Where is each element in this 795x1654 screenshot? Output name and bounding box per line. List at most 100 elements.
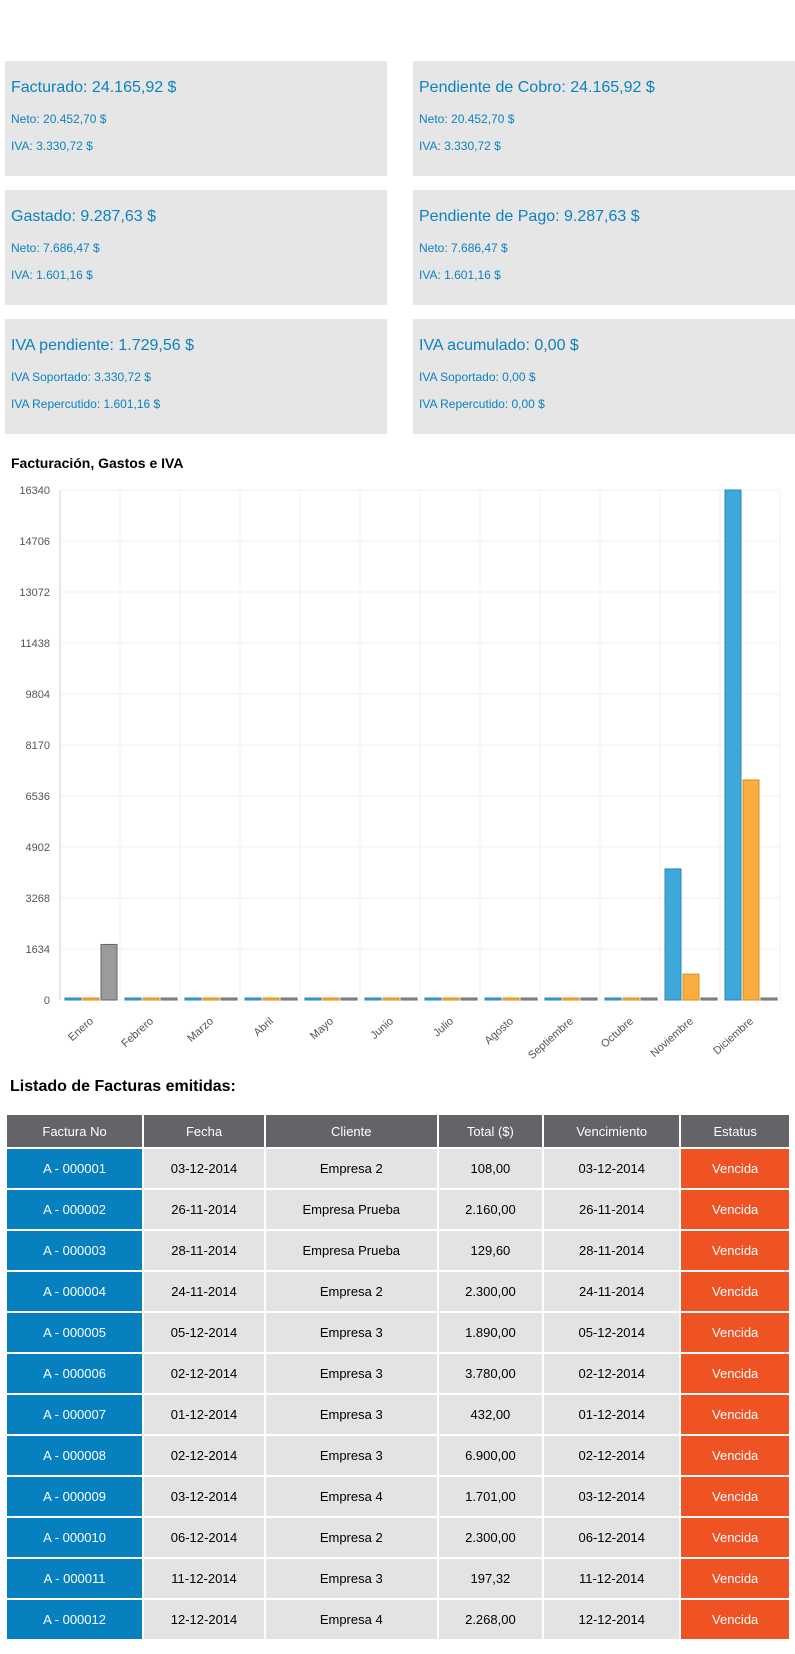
x-tick-label: Abril [252,1015,276,1039]
invoice-number-link[interactable]: A - 000003 [7,1231,143,1270]
invoice-status-badge: Vencida [681,1190,789,1229]
y-tick-label: 4902 [26,842,50,854]
invoice-number-link[interactable]: A - 000007 [7,1395,143,1434]
invoice-client: Empresa 2 [265,1149,437,1188]
column-header-cliente[interactable]: Cliente [265,1115,437,1147]
invoice-client: Empresa 3 [265,1436,437,1475]
summary-card-facturado: Facturado: 24.165,92 $ Neto: 20.452,70 $… [5,61,387,176]
card-iva: IVA: 1.601,16 $ [419,268,501,282]
bar [160,997,178,1001]
column-header-factura-no[interactable]: Factura No [7,1115,143,1147]
card-iva-soportado: IVA Soportado: 3.330,72 $ [11,370,151,384]
x-tick-label: Enero [66,1015,96,1044]
bar [364,997,382,1001]
invoice-number-link[interactable]: A - 000002 [7,1190,143,1229]
invoice-number-link[interactable]: A - 000010 [7,1518,143,1557]
invoice-total: 197,32 [438,1559,543,1598]
card-title: Pendiente de Cobro: 24.165,92 $ [419,79,655,96]
x-tick-label: Marzo [185,1015,216,1044]
invoice-number-link[interactable]: A - 000005 [7,1313,143,1352]
invoice-status-badge: Vencida [681,1231,789,1270]
card-iva: IVA: 3.330,72 $ [419,139,501,153]
y-tick-label: 1634 [26,944,50,956]
invoice-total: 2.300,00 [438,1518,543,1557]
invoice-status-badge: Vencida [681,1600,789,1639]
invoice-total: 1.890,00 [438,1313,543,1352]
x-tick-label: Febrero [119,1015,156,1050]
bar [424,997,442,1001]
table-row[interactable]: A - 000009 03-12-2014 Empresa 4 1.701,00… [7,1477,789,1516]
invoice-date: 02-12-2014 [144,1436,264,1475]
x-tick-label: Junio [368,1015,396,1042]
x-tick-label: Noviembre [648,1015,696,1060]
invoice-client: Empresa 4 [265,1600,437,1639]
column-header-fecha[interactable]: Fecha [144,1115,264,1147]
table-row[interactable]: A - 000002 26-11-2014 Empresa Prueba 2.1… [7,1190,789,1229]
table-row[interactable]: A - 000010 06-12-2014 Empresa 2 2.300,00… [7,1518,789,1557]
y-tick-label: 8170 [26,740,50,752]
x-tick-label: Julio [431,1015,456,1039]
invoice-number-link[interactable]: A - 000011 [7,1559,143,1598]
bar [664,868,682,1001]
bar [244,997,262,1001]
invoice-status-badge: Vencida [681,1395,789,1434]
invoice-number-link[interactable]: A - 000009 [7,1477,143,1516]
invoice-client: Empresa 4 [265,1477,437,1516]
bar [724,489,742,1001]
bar [502,997,520,1001]
table-row[interactable]: A - 000008 02-12-2014 Empresa 3 6.900,00… [7,1436,789,1475]
invoice-client: Empresa 2 [265,1272,437,1311]
invoice-number-link[interactable]: A - 000012 [7,1600,143,1639]
table-row[interactable]: A - 000012 12-12-2014 Empresa 4 2.268,00… [7,1600,789,1639]
y-tick-label: 0 [44,995,50,1007]
invoice-total: 6.900,00 [438,1436,543,1475]
card-neto: Neto: 7.686,47 $ [11,241,100,255]
invoice-due-date: 11-12-2014 [544,1559,680,1598]
invoice-date: 05-12-2014 [144,1313,264,1352]
x-tick-label: Septiembre [526,1015,576,1062]
card-iva-soportado: IVA Soportado: 0,00 $ [419,370,536,384]
bar [700,997,718,1001]
table-row[interactable]: A - 000001 03-12-2014 Empresa 2 108,00 0… [7,1149,789,1188]
bar [400,997,418,1001]
table-row[interactable]: A - 000003 28-11-2014 Empresa Prueba 129… [7,1231,789,1270]
invoice-number-link[interactable]: A - 000001 [7,1149,143,1188]
bar [322,997,340,1001]
column-header-estatus[interactable]: Estatus [681,1115,789,1147]
y-tick-label: 13072 [19,587,50,599]
card-title: Facturado: 24.165,92 $ [11,79,177,96]
bar [580,997,598,1001]
bar [562,997,580,1001]
invoice-due-date: 03-12-2014 [544,1149,680,1188]
bar [142,997,160,1001]
table-row[interactable]: A - 000011 11-12-2014 Empresa 3 197,32 1… [7,1559,789,1598]
card-iva-repercutido: IVA Repercutido: 0,00 $ [419,397,545,411]
invoice-number-link[interactable]: A - 000006 [7,1354,143,1393]
invoice-client: Empresa Prueba [265,1231,437,1270]
invoice-client: Empresa 2 [265,1518,437,1557]
bar [64,997,82,1001]
card-iva: IVA: 1.601,16 $ [11,268,93,282]
invoice-total: 2.160,00 [438,1190,543,1229]
bar [520,997,538,1001]
column-header-total[interactable]: Total ($) [438,1115,543,1147]
invoice-number-link[interactable]: A - 000008 [7,1436,143,1475]
invoice-total: 2.268,00 [438,1600,543,1639]
bar [340,997,358,1001]
table-row[interactable]: A - 000006 02-12-2014 Empresa 3 3.780,00… [7,1354,789,1393]
invoice-client: Empresa Prueba [265,1190,437,1229]
invoice-number-link[interactable]: A - 000004 [7,1272,143,1311]
invoice-due-date: 06-12-2014 [544,1518,680,1557]
column-header-vencimiento[interactable]: Vencimiento [544,1115,680,1147]
bar [604,997,622,1001]
table-row[interactable]: A - 000005 05-12-2014 Empresa 3 1.890,00… [7,1313,789,1352]
table-row[interactable]: A - 000007 01-12-2014 Empresa 3 432,00 0… [7,1395,789,1434]
x-tick-label: Diciembre [711,1015,756,1057]
summary-card-pendiente-pago: Pendiente de Pago: 9.287,63 $ Neto: 7.68… [413,190,795,305]
y-tick-label: 11438 [20,638,50,650]
invoice-due-date: 02-12-2014 [544,1354,680,1393]
table-header-row: Factura No Fecha Cliente Total ($) Venci… [7,1115,789,1147]
bar-chart: 0 1634 3268 4902 6536 8170 9804 11438 13072 14706… [19,485,781,1062]
table-row[interactable]: A - 000004 24-11-2014 Empresa 2 2.300,00… [7,1272,789,1311]
x-tick-label: Mayo [308,1015,336,1042]
